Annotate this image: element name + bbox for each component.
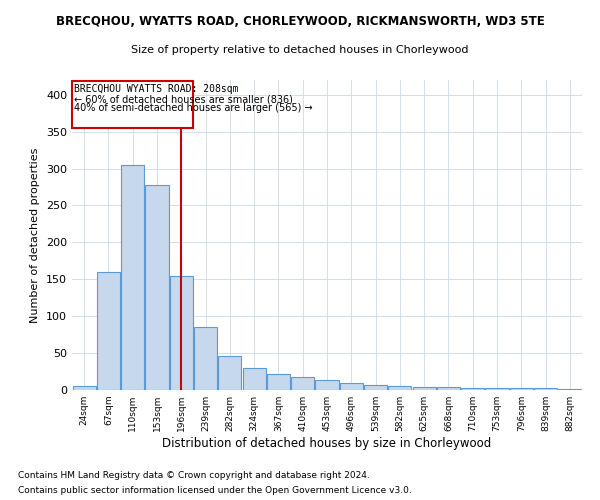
Text: Contains public sector information licensed under the Open Government Licence v3: Contains public sector information licen… — [18, 486, 412, 495]
Text: Contains HM Land Registry data © Crown copyright and database right 2024.: Contains HM Land Registry data © Crown c… — [18, 471, 370, 480]
Bar — [194, 328, 217, 390]
Bar — [340, 382, 363, 390]
Bar — [413, 387, 436, 390]
Bar — [145, 185, 169, 390]
Text: ← 60% of detached houses are smaller (836): ← 60% of detached houses are smaller (83… — [74, 94, 293, 104]
X-axis label: Distribution of detached houses by size in Chorleywood: Distribution of detached houses by size … — [163, 437, 491, 450]
Text: BRECQHOU, WYATTS ROAD, CHORLEYWOOD, RICKMANSWORTH, WD3 5TE: BRECQHOU, WYATTS ROAD, CHORLEYWOOD, RICK… — [56, 15, 544, 28]
Bar — [121, 165, 144, 390]
Bar — [534, 388, 557, 390]
Text: 40% of semi-detached houses are larger (565) →: 40% of semi-detached houses are larger (… — [74, 103, 313, 113]
Bar — [218, 356, 241, 390]
Bar — [73, 386, 95, 390]
Bar — [485, 388, 509, 390]
Bar — [291, 378, 314, 390]
Bar — [461, 388, 484, 390]
Text: Size of property relative to detached houses in Chorleywood: Size of property relative to detached ho… — [131, 45, 469, 55]
Bar — [242, 368, 266, 390]
Bar — [559, 388, 581, 390]
Bar — [437, 387, 460, 390]
Bar — [364, 385, 387, 390]
FancyBboxPatch shape — [72, 82, 193, 128]
Bar — [388, 386, 412, 390]
Bar — [97, 272, 120, 390]
Y-axis label: Number of detached properties: Number of detached properties — [31, 148, 40, 322]
Text: BRECQHOU WYATTS ROAD: 208sqm: BRECQHOU WYATTS ROAD: 208sqm — [74, 84, 239, 94]
Bar — [316, 380, 338, 390]
Bar — [510, 388, 533, 390]
Bar — [267, 374, 290, 390]
Bar — [170, 276, 193, 390]
